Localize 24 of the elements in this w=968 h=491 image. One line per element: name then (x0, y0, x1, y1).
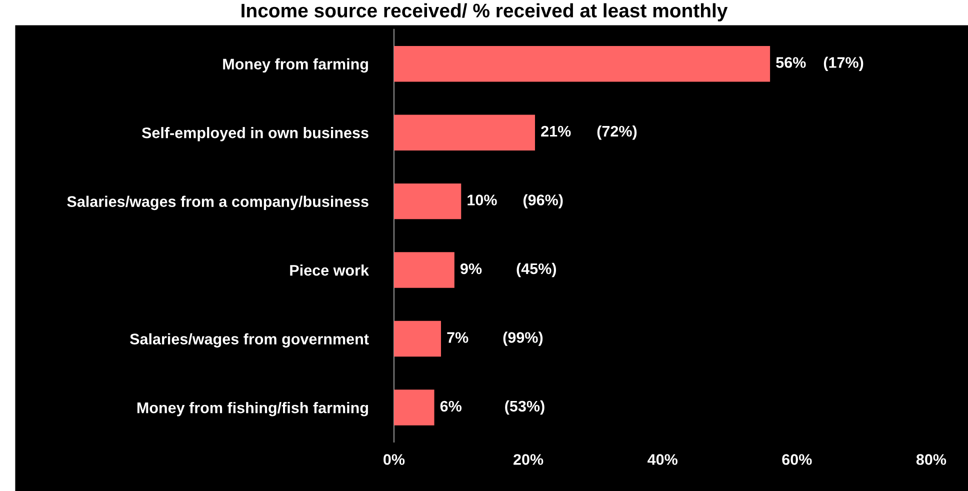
bar (394, 114, 535, 150)
data-label: 10% (96%) (468, 194, 563, 208)
bar (394, 46, 770, 82)
x-tick-label: 80% (916, 454, 946, 465)
y-tick-label: Salaries/wages from government (130, 333, 369, 348)
x-tick-label: 60% (782, 454, 812, 465)
bar (394, 252, 454, 288)
data-label: 9% (45%) (460, 262, 556, 278)
bar (394, 390, 434, 426)
y-tick-label: Salaries/wages from a company/business (67, 196, 368, 210)
chart-title: Income source received/ % received at least monthly (242, 3, 728, 22)
x-tick-label: 20% (514, 454, 544, 465)
y-tick-label: Self-employed in own business (142, 127, 368, 142)
data-label: 56% (17%) (776, 56, 864, 71)
y-tick-label: Piece work (290, 264, 369, 276)
data-label: 6% (53%) (440, 400, 544, 415)
bar (394, 320, 441, 357)
y-tick-label: Money from fishing/fish farming (137, 402, 368, 416)
data-label: 21% (72%) (541, 125, 637, 140)
x-tick-label: 0% (384, 454, 405, 465)
x-tick-label: 40% (648, 454, 678, 465)
bar (394, 183, 462, 220)
y-tick-label: Money from farming (223, 58, 368, 73)
data-label: 7% (99%) (447, 332, 543, 346)
